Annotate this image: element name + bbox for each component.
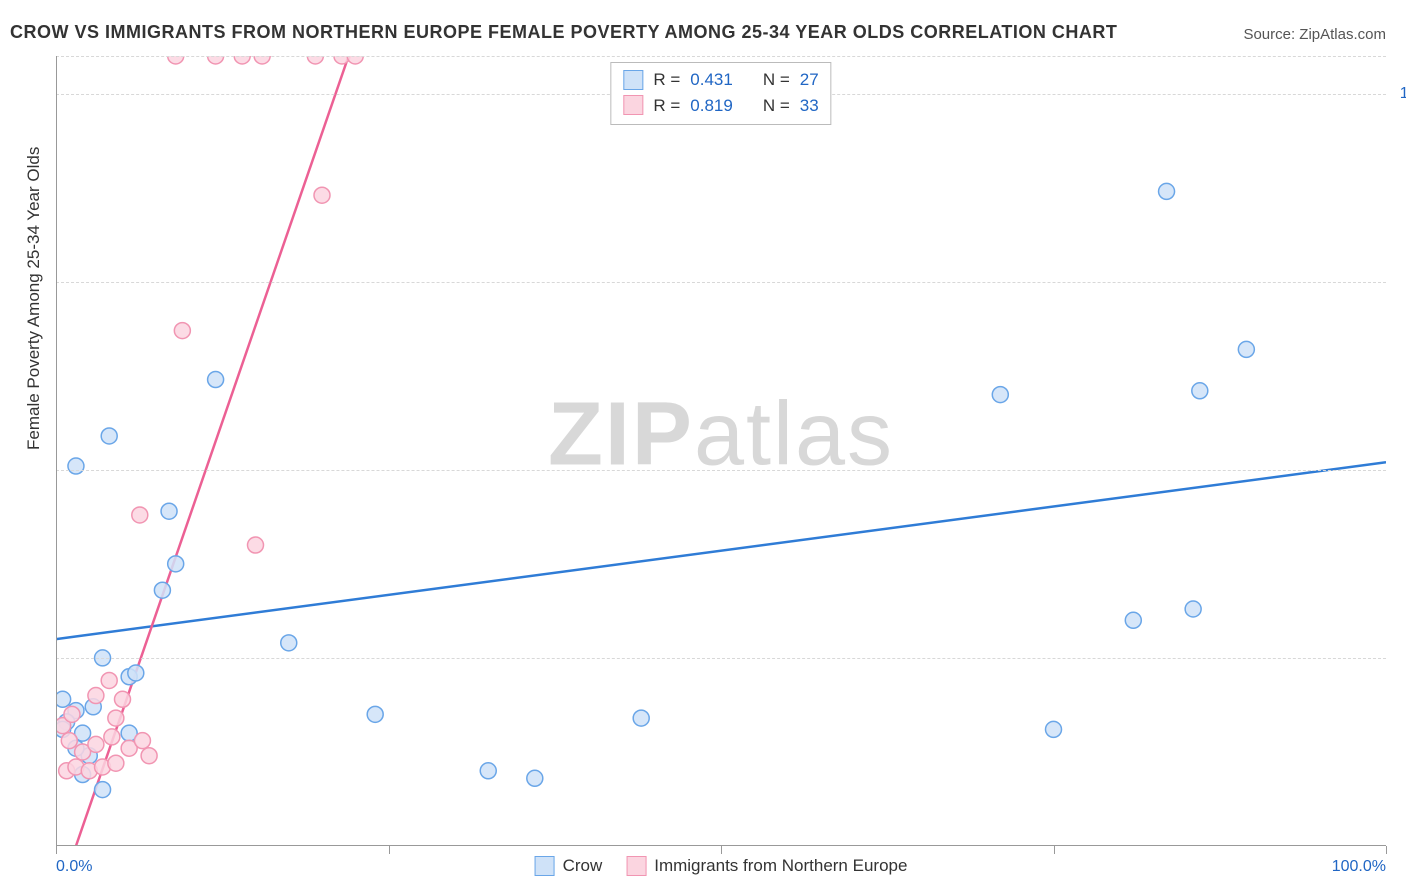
chart-container: CROW VS IMMIGRANTS FROM NORTHERN EUROPE … <box>0 0 1406 892</box>
n-value: 33 <box>800 93 819 119</box>
correlation-legend: R = 0.431 N = 27 R = 0.819 N = 33 <box>610 62 831 125</box>
data-point <box>633 710 649 726</box>
n-label: N = <box>763 67 790 93</box>
data-point <box>1185 601 1201 617</box>
data-point <box>101 428 117 444</box>
legend-label: Immigrants from Northern Europe <box>654 856 907 876</box>
grid-line <box>56 282 1386 283</box>
data-point <box>527 770 543 786</box>
data-point <box>307 56 323 64</box>
data-point <box>134 733 150 749</box>
r-label: R = <box>653 93 680 119</box>
data-point <box>64 706 80 722</box>
data-point <box>168 56 184 64</box>
grid-line <box>56 658 1386 659</box>
grid-line <box>56 56 1386 57</box>
data-point <box>314 187 330 203</box>
data-point <box>1046 721 1062 737</box>
legend-item: Immigrants from Northern Europe <box>626 856 907 876</box>
data-point <box>234 56 250 64</box>
regression-line <box>76 56 349 846</box>
data-point <box>61 733 77 749</box>
legend-item: Crow <box>535 856 603 876</box>
data-point <box>1238 341 1254 357</box>
plot-svg <box>56 56 1386 846</box>
data-point <box>108 755 124 771</box>
data-point <box>104 729 120 745</box>
x-tick <box>1054 846 1055 854</box>
data-point <box>88 688 104 704</box>
data-point <box>208 56 224 64</box>
x-tick-label: 100.0% <box>1332 858 1386 876</box>
grid-line <box>56 470 1386 471</box>
x-tick <box>56 846 57 854</box>
legend-row: R = 0.819 N = 33 <box>623 93 818 119</box>
data-point <box>56 691 71 707</box>
data-point <box>248 537 264 553</box>
n-label: N = <box>763 93 790 119</box>
y-axis-label: Female Poverty Among 25-34 Year Olds <box>24 147 44 450</box>
data-point <box>208 372 224 388</box>
y-axis-line <box>56 56 57 846</box>
legend-swatch <box>623 70 643 90</box>
data-point <box>128 665 144 681</box>
legend-swatch <box>623 95 643 115</box>
r-value: 0.819 <box>690 93 733 119</box>
x-axis-line <box>56 845 1386 846</box>
data-point <box>68 458 84 474</box>
data-point <box>1125 612 1141 628</box>
x-tick <box>1386 846 1387 854</box>
x-tick <box>389 846 390 854</box>
data-point <box>132 507 148 523</box>
data-point <box>347 56 363 64</box>
data-point <box>480 763 496 779</box>
data-point <box>161 503 177 519</box>
data-point <box>367 706 383 722</box>
plot-area: ZIPatlas 25.0%50.0%75.0%100.0% 0.0%100.0… <box>56 56 1386 846</box>
data-point <box>1192 383 1208 399</box>
legend-swatch <box>535 856 555 876</box>
series-legend: Crow Immigrants from Northern Europe <box>535 856 908 876</box>
n-value: 27 <box>800 67 819 93</box>
legend-row: R = 0.431 N = 27 <box>623 67 818 93</box>
data-point <box>254 56 270 64</box>
data-point <box>174 323 190 339</box>
legend-label: Crow <box>563 856 603 876</box>
data-point <box>281 635 297 651</box>
data-point <box>992 387 1008 403</box>
r-label: R = <box>653 67 680 93</box>
data-point <box>141 748 157 764</box>
x-tick-label: 0.0% <box>56 858 92 876</box>
data-point <box>95 782 111 798</box>
data-point <box>101 672 117 688</box>
x-tick <box>721 846 722 854</box>
source-label: Source: ZipAtlas.com <box>1243 26 1386 43</box>
data-point <box>88 736 104 752</box>
chart-title: CROW VS IMMIGRANTS FROM NORTHERN EUROPE … <box>10 22 1117 43</box>
y-tick-label: 100.0% <box>1400 85 1406 103</box>
data-point <box>168 556 184 572</box>
legend-swatch <box>626 856 646 876</box>
data-point <box>1159 183 1175 199</box>
data-point <box>108 710 124 726</box>
data-point <box>154 582 170 598</box>
r-value: 0.431 <box>690 67 733 93</box>
data-point <box>115 691 131 707</box>
